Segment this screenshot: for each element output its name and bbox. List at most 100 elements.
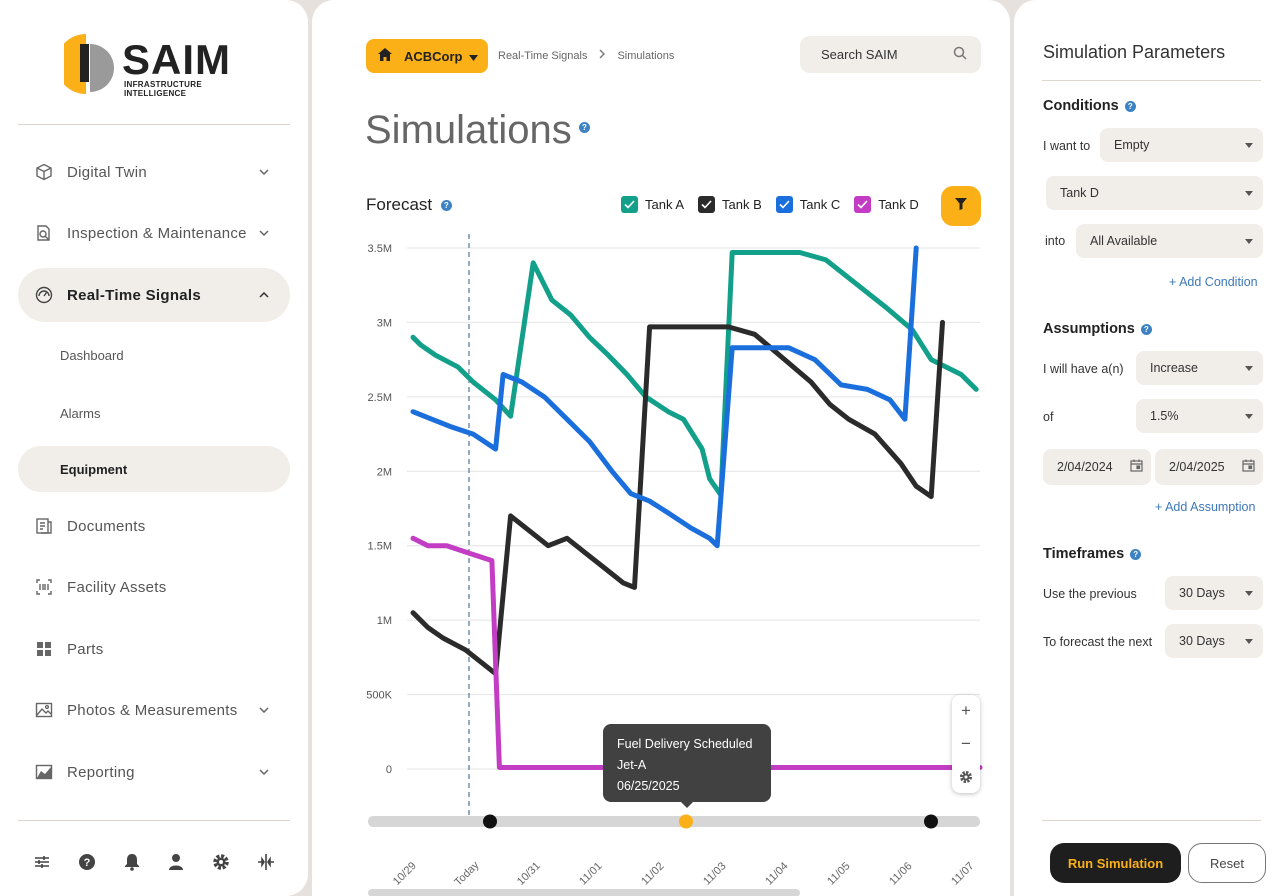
sidebar-subitem-dashboard[interactable]: Dashboard <box>60 347 124 363</box>
x-tick-label: 11/07 <box>949 860 976 887</box>
sidebar-subitem-alarms[interactable]: Alarms <box>60 405 101 421</box>
sidebar: SAIM INFRASTRUCTURE INTELLIGENCE Digital… <box>0 0 308 896</box>
x-tick-label: 10/31 <box>515 860 543 888</box>
timeline-event-marker <box>483 814 497 829</box>
sidebar-item-parts[interactable]: Parts <box>18 622 290 676</box>
sidebar-divider <box>18 124 290 125</box>
want-label: I want to <box>1043 139 1091 153</box>
sidebar-item-real-time-signals[interactable]: Real-Time Signals <box>18 268 290 322</box>
settings-icon[interactable] <box>956 767 976 787</box>
help-icon[interactable]: ? <box>440 200 452 211</box>
split-icon[interactable] <box>256 852 276 872</box>
settings-icon[interactable] <box>211 852 231 872</box>
sidebar-item-facility-assets[interactable]: Facility Assets <box>18 560 290 614</box>
calendar-icon <box>1242 459 1255 475</box>
sidebar-item-label: Real-Time Signals <box>67 286 202 304</box>
zoom-in-icon[interactable]: + <box>961 701 971 721</box>
user-icon[interactable] <box>166 852 186 872</box>
grid-icon <box>34 639 54 659</box>
breadcrumb-item[interactable]: Real-Time Signals <box>498 49 588 62</box>
x-tick-label: 11/02 <box>639 860 666 887</box>
forecast-chart: 0 500K 1M 1.5M 2M 2.5M 3M 3.5M 10/29 Today 10/31 11… <box>366 234 983 889</box>
caret-down-icon <box>469 49 478 64</box>
sidebar-subitem-equipment[interactable]: Equipment <box>18 446 290 492</box>
tooltip-date: 06/25/2025 <box>617 779 680 793</box>
forecast-period-select[interactable]: 30 Days <box>1165 624 1263 658</box>
org-selector[interactable]: ACBCorp <box>366 39 488 73</box>
y-tick-label: 500K <box>366 690 392 702</box>
caret-down-icon <box>1245 142 1253 148</box>
sidebar-item-photos-measurements[interactable]: Photos & Measurements <box>18 683 290 737</box>
page-title: Simulations ? <box>365 108 590 153</box>
x-tick-label: Today <box>452 859 482 889</box>
target-tank-select[interactable]: Tank D <box>1046 176 1263 210</box>
chevron-right-icon <box>599 49 606 62</box>
filter-icon <box>955 197 967 215</box>
previous-period-select[interactable]: 30 Days <box>1165 576 1263 610</box>
run-simulation-button[interactable]: Run Simulation <box>1050 843 1181 883</box>
add-assumption-link[interactable]: + Add Assumption <box>1155 500 1256 514</box>
rate-select[interactable]: 1.5% <box>1136 399 1263 433</box>
chart-icon <box>34 762 54 782</box>
timeline-event-marker <box>924 814 938 829</box>
search-input[interactable]: Search SAIM <box>800 36 981 73</box>
saim-logo-mark <box>56 34 114 94</box>
help-icon[interactable]: ? <box>1140 323 1152 335</box>
change-type-select[interactable]: Increase <box>1136 351 1263 385</box>
y-tick-label: 3M <box>377 317 392 329</box>
legend-tank-a[interactable]: Tank A <box>621 196 684 213</box>
y-tick-label: 2M <box>377 466 392 478</box>
of-label: of <box>1043 410 1054 424</box>
panel-title: Simulation Parameters <box>1043 42 1226 62</box>
sidebar-item-reporting[interactable]: Reporting <box>18 745 290 799</box>
sidebar-item-documents[interactable]: Documents <box>18 499 290 553</box>
saim-logo: SAIM INFRASTRUCTURE INTELLIGENCE <box>56 32 254 98</box>
sidebar-item-digital-twin[interactable]: Digital Twin <box>18 145 290 199</box>
breadcrumb-item[interactable]: Simulations <box>617 49 675 62</box>
help-icon[interactable]: ? <box>77 852 97 872</box>
start-date-field[interactable]: 2/04/2024 <box>1043 449 1151 485</box>
sidebar-item-label: Inspection & Maintenance <box>67 224 247 242</box>
sidebar-item-inspection-maintenance[interactable]: Inspection & Maintenance <box>18 206 290 260</box>
gauge-icon <box>34 285 54 305</box>
bell-icon[interactable] <box>122 852 142 872</box>
chart-legend: Tank A Tank B Tank C Tank D <box>621 196 919 213</box>
reset-button[interactable]: Reset <box>1188 843 1266 883</box>
conditions-heading: Conditions? <box>1043 98 1136 114</box>
timeline-event-marker <box>679 814 693 829</box>
sliders-icon[interactable] <box>32 852 52 872</box>
panel-divider <box>1042 820 1261 821</box>
legend-tank-b[interactable]: Tank B <box>698 196 762 213</box>
search-label: Search SAIM <box>821 47 898 62</box>
filter-button[interactable] <box>941 186 981 226</box>
series-line-tank-c <box>410 245 919 549</box>
horizontal-scrollbar[interactable] <box>368 889 800 896</box>
previous-label: Use the previous <box>1043 587 1137 601</box>
help-icon[interactable]: ? <box>1130 548 1142 560</box>
end-date-field[interactable]: 2/04/2025 <box>1155 449 1263 485</box>
checkbox-checked-icon <box>854 196 872 213</box>
into-select[interactable]: All Available <box>1076 224 1263 258</box>
sidebar-footer: ? <box>18 852 290 872</box>
tooltip-title: Fuel Delivery Scheduled <box>617 737 753 751</box>
y-tick-label: 3.5M <box>368 243 392 255</box>
x-tick-label: 11/03 <box>701 860 728 887</box>
legend-label: Tank D <box>878 197 919 212</box>
legend-label: Tank A <box>645 197 685 212</box>
sidebar-item-label: Facility Assets <box>67 578 167 596</box>
simulation-panel: Simulation Parameters Conditions? I want… <box>1014 0 1280 896</box>
home-icon <box>378 48 392 64</box>
caret-down-icon <box>1245 190 1253 196</box>
y-tick-label: 0 <box>386 764 392 776</box>
caret-down-icon <box>1245 365 1253 371</box>
legend-tank-c[interactable]: Tank C <box>775 196 840 213</box>
legend-tank-d[interactable]: Tank D <box>854 196 919 213</box>
want-select[interactable]: Empty <box>1100 128 1263 162</box>
help-icon[interactable]: ? <box>1124 100 1136 112</box>
add-condition-link[interactable]: + Add Condition <box>1169 275 1258 289</box>
sidebar-item-label: Parts <box>67 640 104 658</box>
help-icon[interactable]: ? <box>578 122 590 133</box>
sidebar-item-label: Documents <box>67 517 146 535</box>
brand-tagline: INFRASTRUCTURE INTELLIGENCE <box>124 80 202 98</box>
zoom-out-icon[interactable]: − <box>961 733 971 753</box>
